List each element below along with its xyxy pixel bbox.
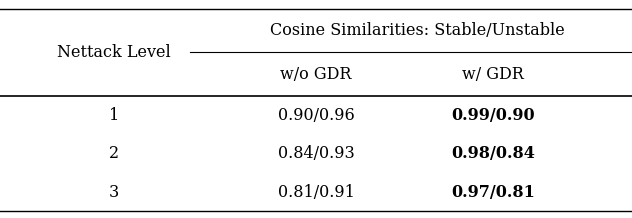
Text: 0.81/0.91: 0.81/0.91 bbox=[277, 184, 355, 201]
Text: 0.99/0.90: 0.99/0.90 bbox=[451, 107, 535, 124]
Text: 2: 2 bbox=[109, 145, 119, 162]
Text: 0.84/0.93: 0.84/0.93 bbox=[277, 145, 355, 162]
Text: 1: 1 bbox=[109, 107, 119, 124]
Text: 0.98/0.84: 0.98/0.84 bbox=[451, 145, 535, 162]
Text: 0.90/0.96: 0.90/0.96 bbox=[277, 107, 355, 124]
Text: 0.97/0.81: 0.97/0.81 bbox=[451, 184, 535, 201]
Text: 3: 3 bbox=[109, 184, 119, 201]
Text: w/o GDR: w/o GDR bbox=[280, 66, 352, 83]
Text: w/ GDR: w/ GDR bbox=[462, 66, 524, 83]
Text: Nettack Level: Nettack Level bbox=[57, 44, 171, 61]
Text: Cosine Similarities: Stable/Unstable: Cosine Similarities: Stable/Unstable bbox=[270, 22, 564, 39]
